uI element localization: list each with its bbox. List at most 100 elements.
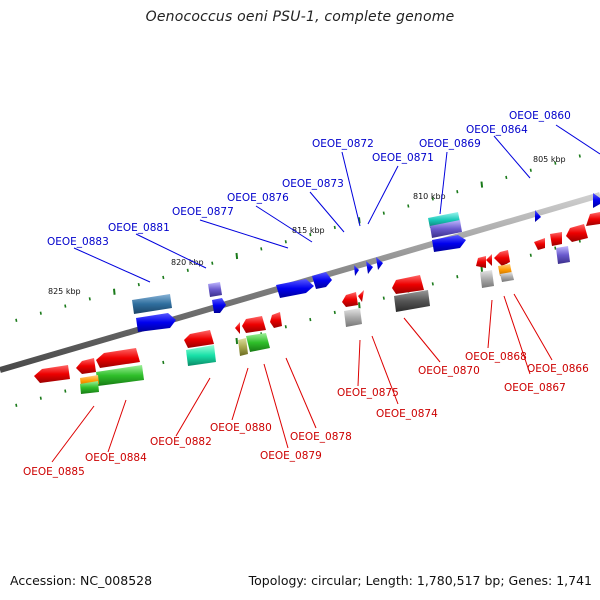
gene-arrow[interactable]: [212, 298, 226, 313]
forward-strand-genes: [132, 193, 600, 332]
gene-arrow[interactable]: [432, 235, 466, 252]
gene-label-oeoe-0880[interactable]: OEOE_0880: [210, 422, 272, 434]
track-tick: [186, 268, 189, 272]
track-tick: [358, 302, 361, 309]
track-tick: [431, 197, 434, 201]
track-tick: [578, 154, 581, 158]
track-tick: [333, 310, 336, 315]
map-title: Oenococcus oeni PSU-1, complete genome: [145, 9, 455, 25]
gene-label-oeoe-0869[interactable]: OEOE_0869: [419, 138, 481, 150]
gene-label-oeoe-0864[interactable]: OEOE_0864: [466, 124, 528, 136]
track-tick: [88, 297, 91, 301]
gene-label-oeoe-0883[interactable]: OEOE_0883: [47, 236, 109, 248]
gene-label-oeoe-0871[interactable]: OEOE_0871: [372, 152, 434, 164]
gene-arrow[interactable]: [312, 272, 332, 289]
gene-label-oeoe-0868[interactable]: OEOE_0868: [465, 351, 527, 363]
gene-label-oeoe-0870[interactable]: OEOE_0870: [418, 365, 480, 377]
gene-arrow[interactable]: [550, 232, 562, 246]
track-tick: [554, 161, 557, 165]
gene-block[interactable]: [80, 381, 99, 394]
gene-arrow[interactable]: [376, 257, 383, 270]
gene-block[interactable]: [238, 338, 248, 356]
gene-arrow[interactable]: [270, 312, 282, 328]
gene-arrow[interactable]: [242, 316, 266, 333]
gene-label-oeoe-0872[interactable]: OEOE_0872: [312, 138, 374, 150]
gene-label-oeoe-0885[interactable]: OEOE_0885: [23, 466, 85, 478]
track-tick: [64, 304, 67, 308]
track-tick: [333, 225, 336, 230]
gene-block[interactable]: [344, 308, 362, 327]
gene-block[interactable]: [246, 333, 270, 352]
track-tick: [529, 253, 532, 257]
track-tick: [554, 246, 557, 250]
gene-arrow[interactable]: [586, 212, 600, 226]
gene-block[interactable]: [208, 282, 222, 297]
gene-arrow[interactable]: [136, 313, 176, 332]
track-tick: [137, 282, 140, 287]
gene-label-oeoe-0860[interactable]: OEOE_0860: [509, 110, 571, 122]
track-tick: [211, 261, 214, 265]
gene-arrow[interactable]: [593, 193, 600, 208]
gene-arrow[interactable]: [566, 224, 588, 242]
gene-arrow[interactable]: [476, 256, 486, 268]
gene-label-oeoe-0884[interactable]: OEOE_0884: [85, 452, 147, 464]
forward-gene-labels: OEOE_0860 OEOE_0864 OEOE_0869 OEOE_0871 …: [47, 110, 571, 248]
gene-label-oeoe-0882[interactable]: OEOE_0882: [150, 436, 212, 448]
track-tick: [235, 252, 239, 260]
gene-arrow[interactable]: [392, 275, 424, 294]
gene-arrow[interactable]: [96, 348, 140, 368]
track-tick: [162, 360, 165, 365]
gene-label-oeoe-0877[interactable]: OEOE_0877: [172, 206, 234, 218]
gene-arrow[interactable]: [358, 290, 364, 302]
scale-label-825: 825 kbp: [48, 287, 81, 296]
gene-arrow[interactable]: [342, 292, 358, 307]
gene-arrow[interactable]: [366, 261, 373, 274]
scale-label-805: 805 kbp: [533, 155, 566, 164]
gene-arrow[interactable]: [535, 210, 541, 222]
gene-block[interactable]: [556, 246, 570, 264]
gene-arrow[interactable]: [354, 265, 359, 276]
gene-block[interactable]: [394, 290, 430, 312]
gene-label-oeoe-0875[interactable]: OEOE_0875: [337, 387, 399, 399]
gene-block[interactable]: [96, 365, 144, 386]
track-tick: [39, 311, 42, 315]
track-tick: [456, 275, 459, 279]
gene-block[interactable]: [480, 270, 494, 288]
track-tick: [480, 181, 484, 188]
gene-label-oeoe-0881[interactable]: OEOE_0881: [108, 222, 170, 234]
track-tick: [15, 403, 18, 407]
gene-label-oeoe-0867[interactable]: OEOE_0867: [504, 382, 566, 394]
gene-arrow[interactable]: [494, 250, 510, 266]
track-tick: [456, 190, 459, 194]
gene-block[interactable]: [132, 294, 172, 314]
track-tick: [407, 204, 410, 208]
track-tick: [235, 337, 239, 345]
gene-label-oeoe-0879[interactable]: OEOE_0879: [260, 450, 322, 462]
gene-label-oeoe-0874[interactable]: OEOE_0874: [376, 408, 438, 420]
scale-labels: 805 kbp 810 kbp 815 kbp 820 kbp 825 kbp: [48, 155, 566, 296]
track-tick: [382, 211, 385, 215]
gene-block[interactable]: [428, 212, 460, 228]
track-tick: [505, 175, 508, 180]
forward-leader-lines: [73, 124, 600, 283]
gene-arrow[interactable]: [534, 238, 545, 250]
gene-arrow[interactable]: [276, 279, 314, 298]
gene-arrow[interactable]: [34, 365, 70, 383]
gene-arrow[interactable]: [486, 254, 492, 266]
gene-arrow[interactable]: [184, 330, 214, 348]
reverse-strand-genes: [34, 212, 600, 394]
track-tick: [480, 266, 484, 273]
gene-arrow[interactable]: [76, 358, 96, 374]
accession-label: Accession: NC_008528: [10, 573, 153, 588]
track-tick: [431, 282, 434, 286]
track-tick: [382, 296, 385, 300]
gene-block[interactable]: [500, 272, 514, 282]
gene-label-oeoe-0866[interactable]: OEOE_0866: [527, 363, 589, 375]
gene-label-oeoe-0873[interactable]: OEOE_0873: [282, 178, 344, 190]
gene-block[interactable]: [430, 220, 462, 238]
gene-label-oeoe-0876[interactable]: OEOE_0876: [227, 192, 289, 204]
gene-block[interactable]: [186, 345, 216, 366]
gene-label-oeoe-0878[interactable]: OEOE_0878: [290, 431, 352, 443]
gene-arrow[interactable]: [235, 322, 240, 334]
